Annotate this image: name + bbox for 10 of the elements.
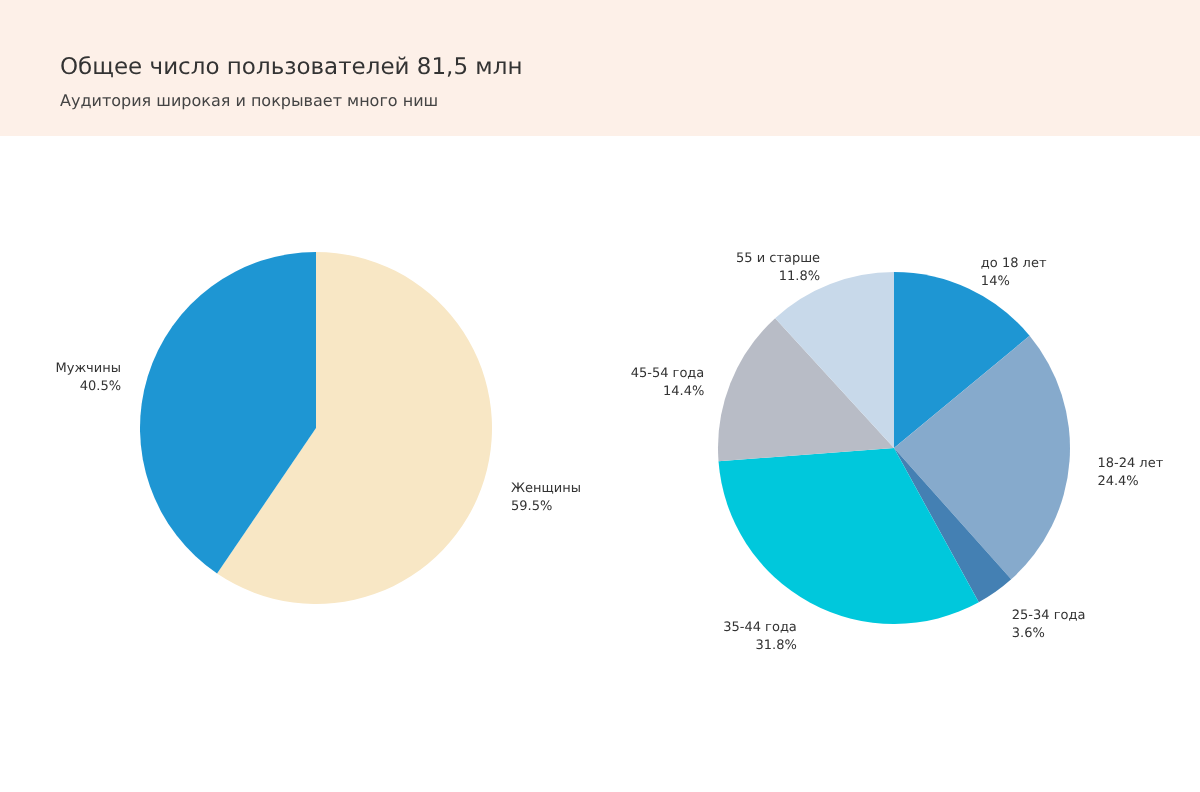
pie-slice: [894, 272, 1030, 448]
pie-slice: [217, 252, 492, 604]
chart-title: Общее число пользователей 81,5 млн: [60, 52, 523, 80]
chart-subtitle: Аудитория широкая и покрывает много ниш: [60, 92, 439, 110]
pie-slice: [894, 448, 1012, 603]
pie-slice: [718, 448, 979, 624]
pie-slice: [775, 272, 894, 448]
pie-slice: [894, 335, 1070, 580]
pie-slice: [718, 318, 894, 462]
pie-slice: [140, 252, 316, 574]
